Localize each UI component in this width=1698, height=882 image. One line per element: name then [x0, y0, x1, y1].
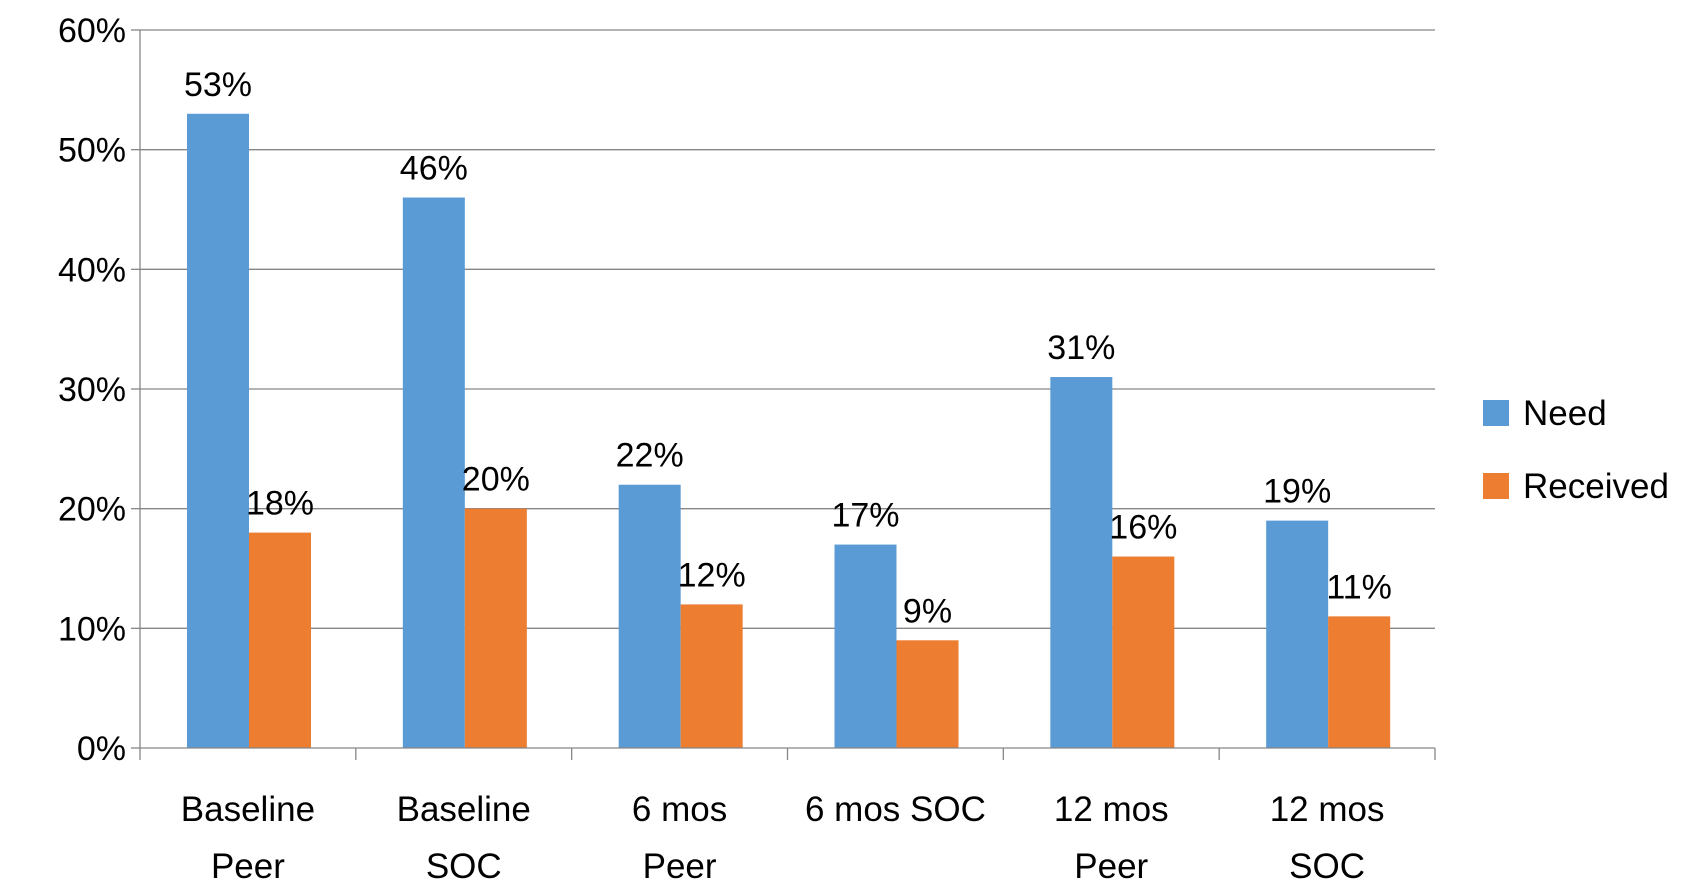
- data-labels: 53% 46% 22% 17% 31% 19% 18% 20% 12% 9% 16% 11%: [184, 66, 1392, 631]
- gridlines: [140, 29, 1435, 629]
- bar-received: [896, 640, 959, 748]
- x-category-label: 6 mos SOC: [805, 790, 986, 829]
- bar-received: [464, 508, 527, 748]
- x-category-label-line: 12 mos: [1270, 790, 1385, 829]
- bar-need: [402, 197, 465, 749]
- x-axis-categories: Baseline Peer Baseline SOC 6 mos Peer 6 mos SO…: [181, 790, 1385, 882]
- data-label-need: 53%: [184, 66, 252, 104]
- data-label-received: 11%: [1326, 568, 1392, 606]
- bars: [187, 113, 1391, 749]
- y-tick-label: 10%: [58, 610, 126, 648]
- x-category-label-line: SOC: [1289, 847, 1365, 882]
- y-tick-label: 40%: [58, 251, 126, 289]
- legend: Need Received: [1483, 394, 1669, 506]
- x-category-label-line: Peer: [211, 847, 285, 882]
- bar-received: [249, 532, 311, 748]
- x-category-label-line: Peer: [643, 847, 717, 882]
- y-tick-label: 20%: [58, 491, 126, 529]
- x-category-label-line: Baseline: [397, 790, 531, 829]
- x-category-label-line: 6 mos SOC: [805, 790, 986, 829]
- y-tick-label: 50%: [58, 132, 126, 170]
- bar-received: [680, 604, 743, 748]
- y-tick-label: 60%: [58, 12, 126, 50]
- x-category-label-line: 6 mos: [632, 790, 727, 829]
- x-category-label: Baseline SOC: [397, 790, 531, 882]
- x-category-label-line: Baseline: [181, 790, 315, 829]
- data-label-need: 17%: [831, 497, 899, 535]
- data-label-received: 18%: [246, 485, 314, 523]
- data-label-received: 12%: [678, 556, 746, 594]
- y-tick-label: 30%: [58, 371, 126, 409]
- legend-swatch-need: [1483, 400, 1509, 426]
- data-label-need: 31%: [1047, 329, 1115, 367]
- x-category-label: 12 mos SOC: [1270, 790, 1385, 882]
- legend-label-need: Need: [1523, 394, 1607, 433]
- data-label-need: 19%: [1263, 473, 1331, 511]
- bar-received: [1112, 556, 1175, 748]
- y-axis-ticks: 0% 10% 20% 30% 40% 50% 60%: [58, 12, 126, 768]
- axes: [131, 29, 1436, 760]
- x-category-label-line: Peer: [1074, 847, 1148, 882]
- x-category-label: 6 mos Peer: [632, 790, 727, 882]
- bar-need: [834, 544, 897, 748]
- y-tick-label: 0%: [77, 730, 126, 768]
- x-category-label: Baseline Peer: [181, 790, 315, 882]
- data-label-received: 16%: [1109, 509, 1177, 547]
- data-label-need: 46%: [400, 150, 468, 188]
- data-label-received: 9%: [903, 592, 952, 630]
- legend-label-received: Received: [1523, 467, 1669, 506]
- data-label-received: 20%: [462, 461, 530, 499]
- x-category-label: 12 mos Peer: [1054, 790, 1169, 882]
- bar-need: [1050, 377, 1113, 748]
- bar-need: [1266, 520, 1329, 748]
- bar-received: [1328, 616, 1391, 748]
- bar-need: [187, 113, 249, 749]
- x-category-label-line: SOC: [426, 847, 502, 882]
- legend-swatch-received: [1483, 473, 1509, 499]
- bar-need: [618, 484, 681, 748]
- data-label-need: 22%: [616, 437, 684, 475]
- x-category-label-line: 12 mos: [1054, 790, 1169, 829]
